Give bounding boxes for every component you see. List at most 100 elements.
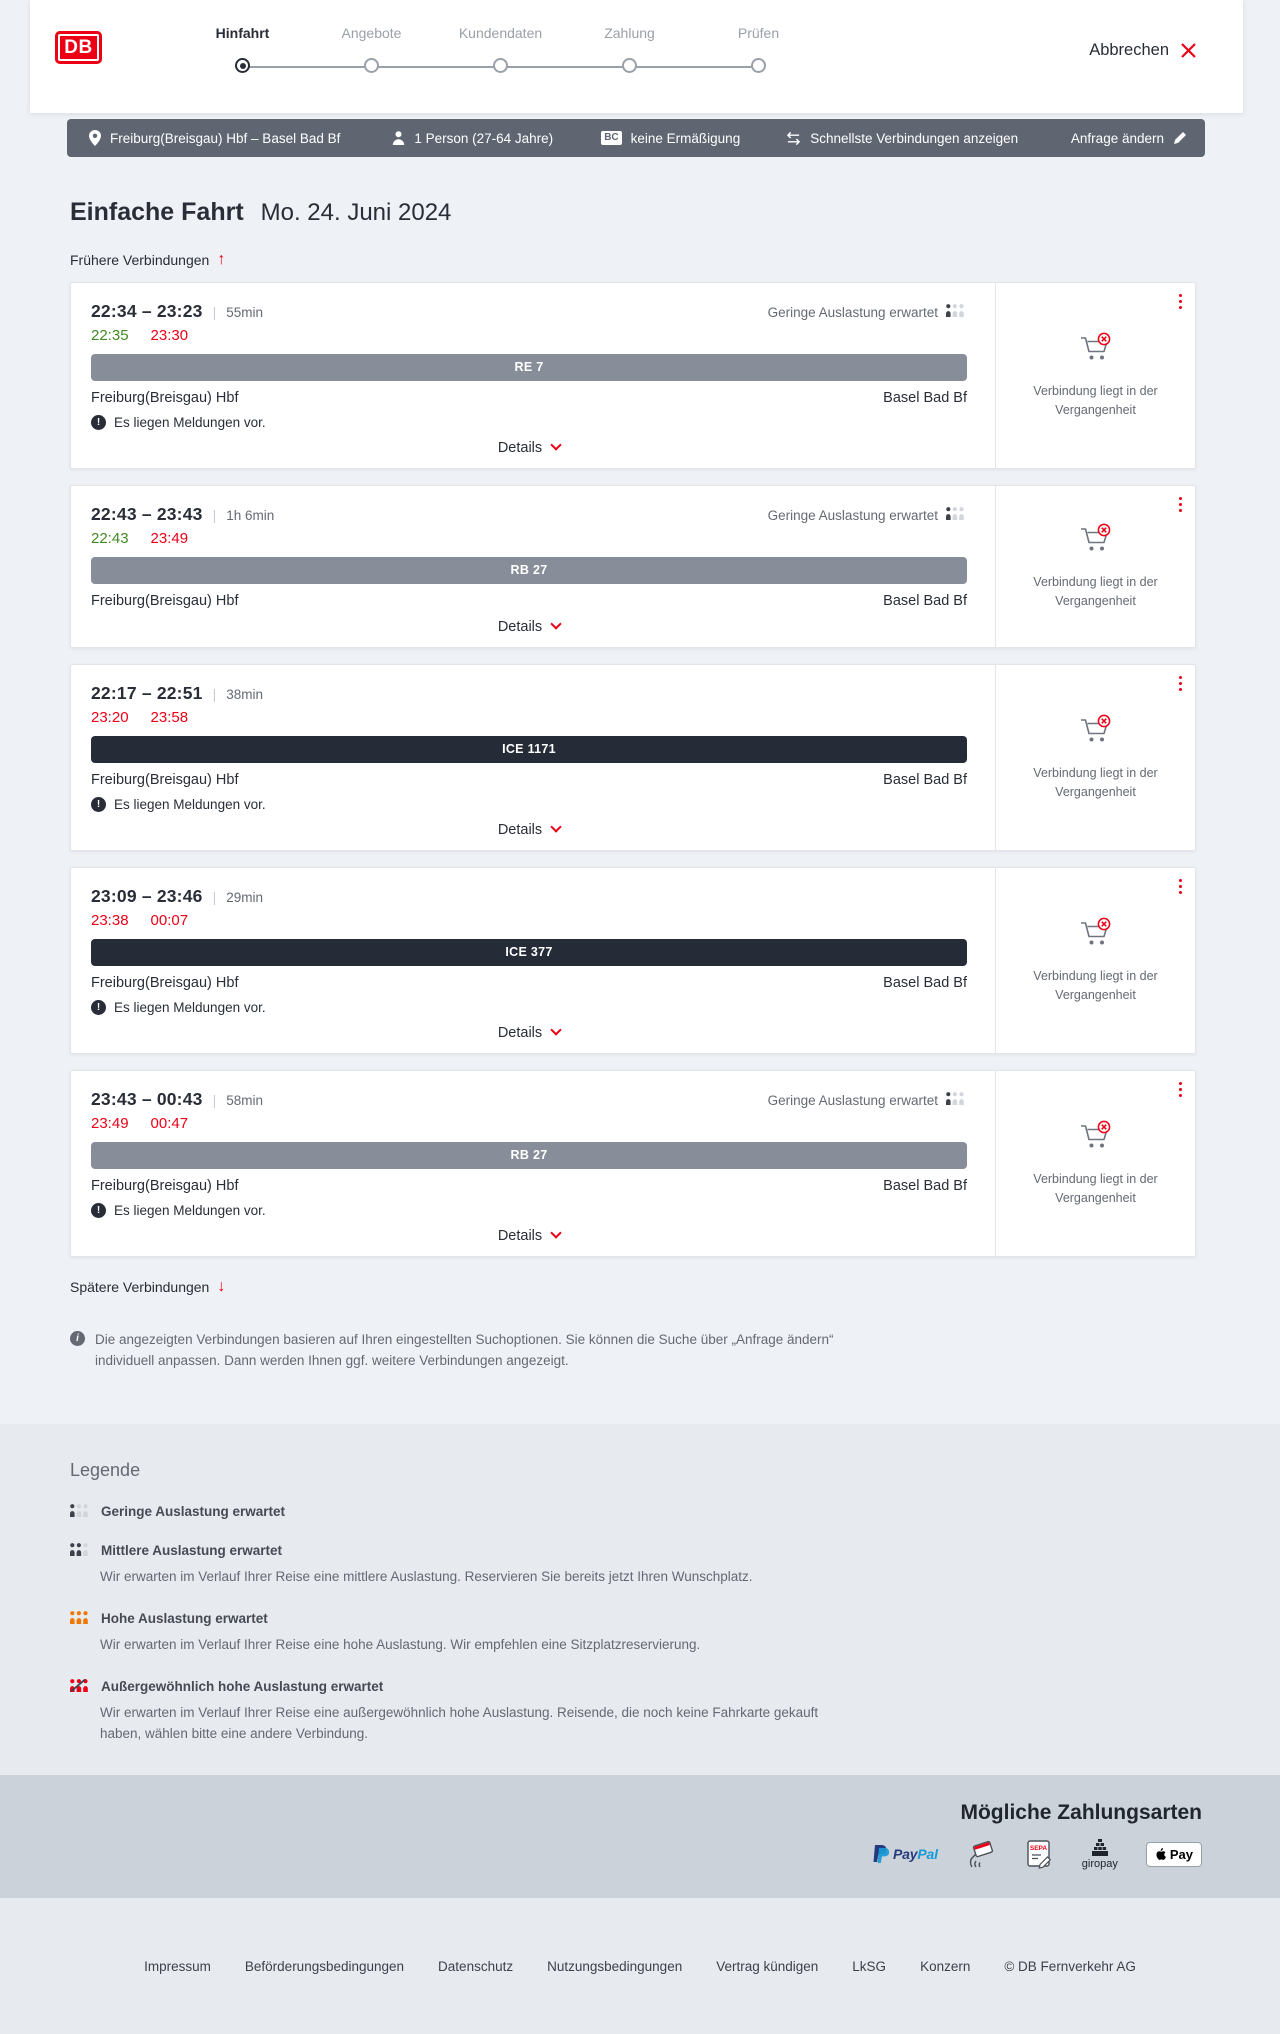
realtime-departure: 23:20 [91,708,129,726]
details-button[interactable]: Details [492,1021,566,1045]
copyright-text: © DB Fernverkehr AG [1004,1959,1136,1975]
occupancy-label: Geringe Auslastung erwartet [767,507,938,523]
step-kundendaten[interactable]: Kundendaten [436,25,565,83]
realtime-departure: 23:49 [91,1114,129,1132]
step-angebote[interactable]: Angebote [307,25,436,83]
details-label: Details [497,821,543,838]
details-button[interactable]: Details [492,1224,566,1248]
footer: Impressum Beförderungsbedingungen Datensch… [0,1897,1280,2022]
details-label: Details [497,439,543,456]
realtime-arrival: 00:47 [150,1114,189,1132]
details-button[interactable]: Details [492,615,566,639]
earlier-connections-label: Frühere Verbindungen [70,251,210,268]
footer-link[interactable]: Datenschutz [438,1959,514,1975]
cart-unavailable-icon [1077,1119,1115,1158]
earlier-connections-link[interactable]: Frühere Verbindungen ↑ [70,251,225,268]
destination-station: Basel Bad Bf [883,771,967,788]
legend-items: Geringe Auslastung erwartet Mittlere Ausl… [70,1504,1210,1745]
connection-card[interactable]: 22:43 – 23:43 | 1h 6min Geringe Auslastu… [70,484,1196,648]
footer-link[interactable]: Impressum [144,1959,211,1975]
connection-card[interactable]: 22:17 – 22:51 | 38min 23:20 23:58 ICE 11… [70,663,1196,851]
connection-card[interactable]: 22:34 – 23:23 | 55min Geringe Auslastung… [70,281,1196,469]
footer-link[interactable]: Vertrag kündigen [716,1959,819,1975]
details-label: Details [497,1227,543,1244]
step-hinfahrt[interactable]: Hinfahrt [178,25,307,83]
paypal-wordmark: PayPal [893,1846,938,1863]
step-dot-icon [364,58,379,73]
realtime-row: 23:49 00:47 [91,1115,967,1132]
occupancy-badge: Geringe Auslastung erwartet [768,1092,967,1108]
credit-card-icon [966,1839,998,1869]
destination-station: Basel Bad Bf [883,389,967,406]
step-label: Kundendaten [458,25,543,41]
messages-text: Es liegen Meldungen vor. [114,1202,266,1218]
train-label: RE 7 [514,360,544,375]
info-note-text: Die angezeigten Verbindungen basieren au… [95,1331,834,1369]
later-connections-link[interactable]: Spätere Verbindungen ↓ [70,1278,225,1295]
footer-link[interactable]: LkSG [852,1959,887,1975]
details-button[interactable]: Details [492,818,566,842]
occupancy-medium-icon [70,1543,91,1559]
discount-text: keine Ermäßigung [630,130,741,146]
connection-list: 22:34 – 23:23 | 55min Geringe Auslastung… [70,281,1196,1257]
cart-unavailable-icon [1077,713,1115,752]
step-zahlung[interactable]: Zahlung [565,25,694,83]
later-connections-label: Spätere Verbindungen [70,1278,210,1295]
chevron-down-icon [550,821,562,833]
more-options-icon[interactable] [1174,671,1188,697]
destination-station: Basel Bad Bf [883,1177,967,1194]
checkout-stepper: Hinfahrt Angebote Kundendaten Zahlung Prüfen [178,25,823,83]
realtime-row: 22:35 23:30 [91,327,967,344]
occupancy-icon [946,507,967,523]
legend-item-description: Wir erwarten im Verlauf Ihrer Reise eine… [100,1568,753,1584]
more-options-icon[interactable] [1174,492,1188,518]
past-connection-note: Verbindung liegt in der Vergangenheit [1033,575,1158,608]
footer-link[interactable]: Nutzungsbedingungen [547,1959,683,1975]
connection-card[interactable]: 23:09 – 23:46 | 29min 23:38 00:07 ICE 37… [70,866,1196,1054]
fastest-connections-toggle[interactable]: Schnellste Verbindungen anzeigen [786,131,1018,146]
connection-duration: 58min [226,1092,263,1108]
occupancy-label: Geringe Auslastung erwartet [767,1092,938,1108]
apple-pay-badge: Pay [1145,1841,1202,1867]
origin-station: Freiburg(Breisgau) Hbf [91,1177,239,1194]
db-logo[interactable]: DB [55,31,102,64]
giropay-wordmark: giropay [1081,1857,1118,1870]
apple-icon [1156,1848,1166,1861]
svg-text:SEPA: SEPA [1030,1845,1048,1852]
connection-times: 22:34 – 23:23 [91,300,203,321]
apple-pay-wordmark: Pay [1169,1846,1193,1862]
footer-links: Impressum Beförderungsbedingungen Datensch… [144,1959,1136,1974]
separator: | [212,685,217,702]
footer-link[interactable]: Konzern [920,1959,971,1975]
cancel-button[interactable]: Abbrechen [1083,40,1203,61]
more-options-icon[interactable] [1174,874,1188,900]
connection-card[interactable]: 23:43 – 00:43 | 58min Geringe Auslastung… [70,1069,1196,1257]
page-title: Einfache Fahrt Mo. 24. Juni 2024 [70,197,1196,228]
separator: | [212,888,217,905]
legend-item-description: Wir erwarten im Verlauf Ihrer Reise eine… [100,1636,701,1652]
more-options-icon[interactable] [1174,289,1188,315]
giropay-icon [1091,1838,1108,1856]
legend-item-label: Geringe Auslastung erwartet [101,1504,286,1520]
main-content: Einfache Fahrt Mo. 24. Juni 2024 Frühere… [70,157,1196,1372]
journey-date: Mo. 24. Juni 2024 [260,199,452,226]
step-prüfen[interactable]: Prüfen [694,25,823,83]
db-logo-text: DB [64,36,93,58]
origin-station: Freiburg(Breisgau) Hbf [91,592,239,609]
legend-item-label: Hohe Auslastung erwartet [101,1611,268,1627]
alert-icon: ! [91,796,106,812]
legend-item-label: Mittlere Auslastung erwartet [101,1543,283,1559]
fastest-connections-label: Schnellste Verbindungen anzeigen [810,130,1019,146]
location-pin-icon [89,130,101,146]
messages-text: Es liegen Meldungen vor. [114,796,266,812]
details-button[interactable]: Details [492,436,566,460]
connection-details: 22:34 – 23:23 | 55min Geringe Auslastung… [71,283,995,468]
connection-duration: 29min [226,889,263,905]
separator: | [212,1091,217,1108]
connection-side-panel: Verbindung liegt in der Vergangenheit [995,1070,1195,1256]
more-options-icon[interactable] [1174,1077,1188,1103]
legend-item-description: Wir erwarten im Verlauf Ihrer Reise eine… [100,1704,819,1741]
change-request-button[interactable]: Anfrage ändern [1071,131,1187,146]
occupancy-badge: Geringe Auslastung erwartet [768,304,967,320]
footer-link[interactable]: Beförderungsbedingungen [244,1959,405,1975]
